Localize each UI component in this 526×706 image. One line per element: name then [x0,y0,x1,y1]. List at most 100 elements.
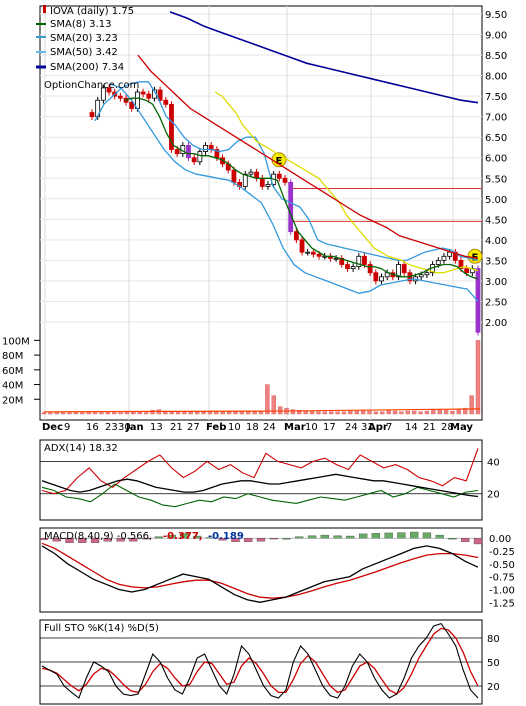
volume-bar [188,411,193,415]
volume-bar [411,410,417,415]
macd-histogram-bar [371,533,381,539]
price-tick-label: 7.00 [485,113,507,124]
candle-body [191,157,197,163]
volume-bar [265,384,270,415]
candle-body [447,251,453,257]
x-axis-label: 10 [228,422,241,433]
macd-histogram-bar [244,538,253,543]
volume-bar [271,395,276,415]
adx-tick-label: 40 [487,457,500,468]
volume-tick-label: 40M [2,381,23,392]
candle-body [197,151,203,163]
price-tick-label: 7.50 [485,92,507,103]
volume-bar [322,411,328,415]
macd-histogram-bar [167,534,176,539]
volume-bar [80,412,85,415]
macd-histogram-bar [473,538,483,545]
macd-tick-label: -0.50 [489,560,515,571]
price-tick-label: 9.50 [485,10,507,21]
volume-bar [150,410,155,415]
x-axis-label: 24 [263,422,276,433]
volume-bar [424,410,430,415]
macd-histogram-bar [282,538,291,540]
candle-body [203,145,208,152]
macd-histogram-bar [410,531,419,539]
volume-bar [348,410,353,415]
candle-body [140,91,146,95]
volume-bar [360,410,366,415]
macd-histogram-bar [193,535,202,539]
volume-bar [335,411,340,415]
x-axis-label: 24 [345,422,358,433]
volume-bar [380,411,385,415]
volume-bar [41,412,47,415]
volume-bar [373,411,379,415]
candle-body [418,274,424,278]
volume-bar [329,411,334,415]
price-tick-label: 4.50 [485,215,507,226]
macd-histogram-bar [180,533,189,539]
di-plus-line [41,483,479,508]
volume-tick-label: 20M [2,395,23,406]
adx-panel-frame [39,439,483,521]
volume-bar [469,395,474,415]
x-axis-label: 27 [187,422,200,433]
adx-line [41,473,479,498]
adx-tick-label: 20 [487,490,500,501]
sma8-line [124,97,479,280]
sto-tick-label: 80 [487,634,500,645]
macd-signal-value: -0.377, [163,531,203,542]
axis-labels: 9.50 9.00 8.50 8.00 7.50 7.00 6.50 6.00 5.50 5.00… [2,10,515,693]
legend-swatch-price [43,5,46,13]
price-panel-frame [39,5,483,421]
macd-histogram-bar [422,532,432,539]
sto-k-line [41,622,479,699]
volume-bar [277,406,283,415]
volume-bar [463,407,468,415]
volume-bar [431,410,436,415]
candle-body [100,87,106,101]
volume-bar [252,411,257,415]
candle-body [259,177,265,187]
bb-lower-line [109,83,479,302]
volume-bar [112,412,117,415]
candle-body [89,112,95,118]
macd-tick-label: 0.00 [489,534,511,545]
macd-histogram-bar [307,535,317,539]
macd-histogram-bar [358,533,368,539]
volume-bar [443,410,449,415]
volume-bar [175,411,181,415]
macd-panel-frame [39,527,483,613]
volume-bar [220,411,225,415]
sto-title: Full STO %K(14) %D(5) [44,623,159,634]
legend-price: IOVA (daily) 1.75 [50,6,134,17]
volume-tick-label: 100M [2,336,30,347]
macd-tick-label: -1.00 [489,585,515,596]
volume-bar [316,411,321,415]
price-tick-label: 5.50 [485,174,507,185]
x-axis-label: 7 [386,422,392,433]
sto-tick-label: 20 [487,682,500,693]
macd-histogram-bar [116,538,125,542]
volume-bar [354,410,359,415]
x-axis-label: Apr [368,422,388,433]
price-tick-label: 5.00 [485,195,507,206]
x-axis-label: 21 [170,422,183,433]
macd-histogram-bar [205,537,215,539]
volume-bar [60,412,66,415]
candle-body [106,87,112,93]
candle-body [163,99,169,105]
sma200-line [169,11,479,104]
x-axis-label: Dec [42,422,63,433]
macd-histogram-bar [65,538,74,543]
volume-tick-label: 80M [2,351,23,362]
x-axis-label: Jan [125,422,144,433]
bb-mid-line [214,91,479,274]
legend-sma8: SMA(8) 3.13 [50,19,111,30]
volume-bar [437,409,442,415]
x-axis-label: 23 [105,422,118,433]
volume-bar [290,409,296,415]
macd-histogram-bar [384,532,393,539]
candle-body [117,95,123,99]
